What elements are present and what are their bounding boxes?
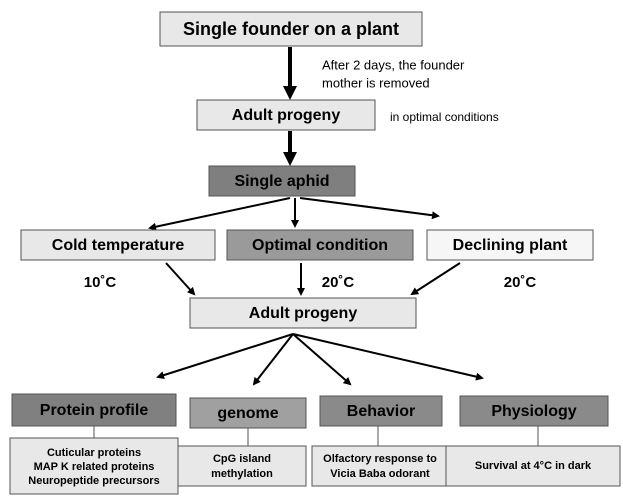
node-label: Single founder on a plant — [183, 19, 399, 39]
annotation: After 2 days, the founder — [322, 57, 465, 72]
node-label: Optimal condition — [252, 237, 388, 254]
node-box — [459, 395, 609, 427]
arrow — [299, 197, 440, 220]
node-label: Cold temperature — [52, 237, 185, 254]
detail: Neuropeptide precursors — [28, 475, 159, 487]
detail-box — [177, 445, 307, 487]
arrow — [148, 197, 291, 231]
arrow — [156, 333, 294, 379]
temperature: 20˚C — [322, 274, 355, 291]
node-label: Protein profile — [40, 402, 149, 419]
node-box — [11, 393, 177, 427]
detail-box — [445, 445, 621, 487]
annotation: in optimal conditions — [390, 110, 499, 124]
detail: Survival at 4°C in dark — [475, 460, 592, 472]
detail-box — [311, 445, 449, 487]
temperature: 20˚C — [504, 274, 537, 291]
detail: Olfactory response to — [323, 453, 437, 465]
node-box — [226, 229, 414, 261]
node-box — [319, 395, 443, 427]
arrow — [252, 333, 294, 386]
node-label: genome — [217, 405, 278, 422]
detail: CpG island — [213, 453, 271, 465]
node-box — [189, 397, 307, 429]
node-label: Adult progeny — [232, 107, 341, 124]
arrow — [165, 262, 196, 296]
arrow — [292, 333, 352, 386]
node-label: Declining plant — [453, 237, 568, 254]
detail: Cuticular proteins — [47, 447, 141, 459]
node-box — [159, 11, 423, 47]
node-label: Behavior — [347, 403, 415, 420]
node-box — [196, 99, 376, 131]
arrow — [292, 333, 484, 381]
detail: Vicia Baba odorant — [330, 468, 430, 480]
node-box — [189, 297, 417, 329]
node-label: Physiology — [491, 403, 576, 420]
annotation: mother is removed — [322, 75, 430, 90]
node-box — [426, 229, 594, 261]
node-label: Adult progeny — [249, 305, 358, 322]
node-box — [20, 229, 216, 261]
node-label: Single aphid — [234, 173, 329, 190]
arrow — [410, 262, 461, 296]
detail: methylation — [211, 468, 273, 480]
temperature: 10˚C — [84, 274, 117, 291]
node-box — [208, 165, 356, 197]
detail: MAP K related proteins — [34, 461, 155, 473]
